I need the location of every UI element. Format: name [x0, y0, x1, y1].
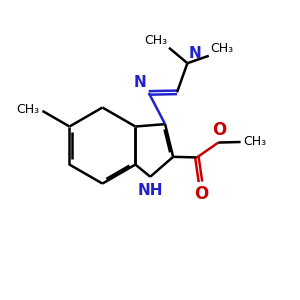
Text: O: O [194, 185, 208, 203]
Text: CH₃: CH₃ [210, 42, 233, 55]
Text: NH: NH [138, 183, 164, 198]
Text: O: O [212, 121, 226, 139]
Text: N: N [189, 46, 202, 61]
Text: CH₃: CH₃ [144, 34, 167, 47]
Text: CH₃: CH₃ [16, 103, 39, 116]
Text: CH₃: CH₃ [243, 135, 266, 148]
Text: N: N [134, 75, 146, 90]
